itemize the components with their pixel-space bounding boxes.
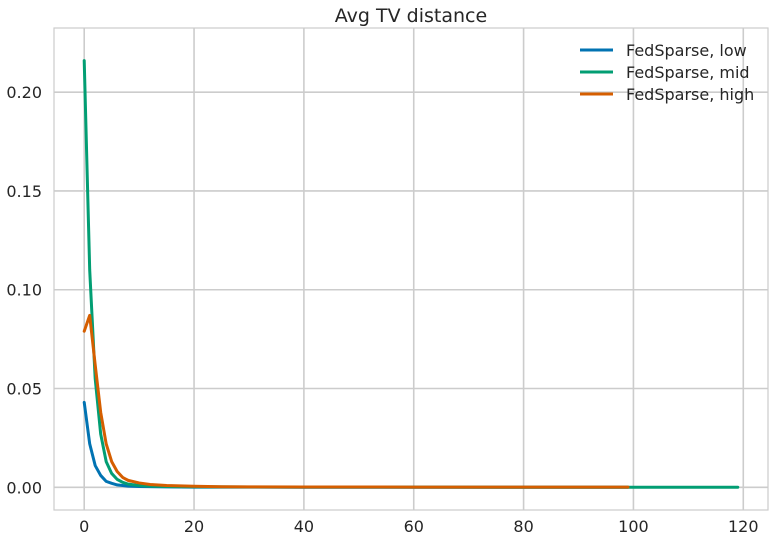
x-tick-label: 40 xyxy=(294,517,314,536)
x-tick-label: 100 xyxy=(618,517,649,536)
legend-label: FedSparse, low xyxy=(626,41,747,60)
x-tick-label: 20 xyxy=(184,517,204,536)
legend: FedSparse, low FedSparse, mid FedSparse, h… xyxy=(580,41,754,104)
series-line-2 xyxy=(82,59,740,489)
x-tick-label: 0 xyxy=(79,517,89,536)
x-tick-label: 80 xyxy=(513,517,533,536)
y-tick-label: 0.00 xyxy=(6,478,42,497)
axis-ticks: 0 20 40 60 80 100 120 0.00 0.05 0.10 0.15 0.20 xyxy=(6,83,758,536)
x-tick-label: 60 xyxy=(404,517,424,536)
y-tick-label: 0.15 xyxy=(6,182,42,201)
y-tick-label: 0.05 xyxy=(6,380,42,399)
series-line-1 xyxy=(82,400,630,489)
series-lines xyxy=(82,59,740,489)
grid xyxy=(54,28,768,510)
x-tick-label: 120 xyxy=(728,517,759,536)
y-tick-label: 0.10 xyxy=(6,281,42,300)
legend-label: FedSparse, high xyxy=(626,85,754,104)
series-line-3 xyxy=(82,313,630,489)
legend-label: FedSparse, mid xyxy=(626,63,750,82)
chart-title: Avg TV distance xyxy=(335,5,487,27)
y-tick-label: 0.20 xyxy=(6,83,42,102)
plot-area xyxy=(53,27,769,511)
